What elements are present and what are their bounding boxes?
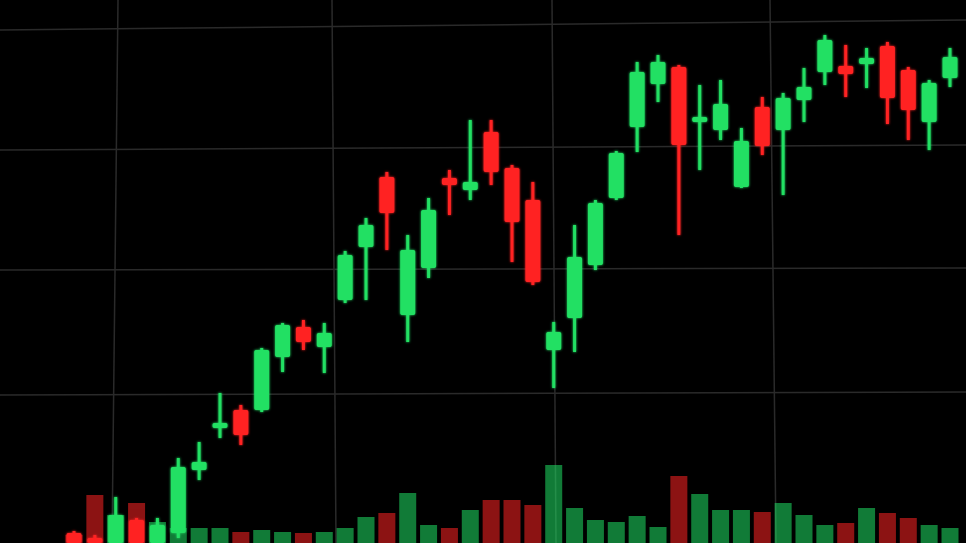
candle-body [608, 153, 624, 198]
candle-body [567, 257, 583, 318]
candle-body [149, 525, 165, 543]
candle-body [921, 83, 937, 122]
candle-body [733, 141, 749, 187]
volume-bar [315, 532, 333, 543]
candle-body [942, 57, 958, 78]
volume-bar [294, 533, 312, 543]
candle-body [400, 250, 416, 315]
volume-bar [190, 528, 208, 543]
volume-bar [795, 515, 813, 543]
candle-body [191, 462, 207, 470]
volume-bar [378, 513, 396, 543]
candle-body [87, 538, 103, 543]
candle-body [504, 168, 520, 222]
candle-body [379, 177, 395, 213]
candle-body [754, 107, 770, 146]
candle-body [212, 423, 228, 428]
candle-body [546, 332, 562, 350]
candle-body [441, 178, 457, 185]
volume-bar [858, 508, 876, 543]
volume-bar [545, 465, 563, 543]
volume-bar [399, 493, 417, 543]
volume-bar [232, 532, 250, 543]
volume-bar [691, 494, 709, 543]
grid-line [551, 0, 557, 543]
candle-body [900, 70, 916, 110]
candle-body [254, 350, 270, 410]
candle-body [587, 203, 603, 265]
candle-body [462, 182, 478, 190]
grid-line [111, 0, 119, 543]
candle-body [796, 87, 812, 100]
volume-bar [816, 525, 834, 543]
volume-bar [253, 530, 271, 543]
candle-body [421, 210, 437, 268]
volume-bar [732, 510, 750, 543]
candle-body [129, 520, 145, 543]
volume-bar [586, 520, 604, 543]
volume-bar [837, 523, 855, 543]
volume-bar [607, 522, 625, 543]
candle-body [358, 225, 374, 247]
volume-bar [566, 508, 584, 543]
volume-bar [86, 495, 104, 543]
candle-body [316, 333, 332, 347]
volume-bar [482, 500, 500, 543]
grid-line [331, 0, 337, 543]
volume-bar [753, 512, 771, 543]
grid-line [0, 144, 966, 151]
candle-body [879, 46, 895, 98]
volume-bar [357, 517, 375, 543]
candle-body [859, 58, 875, 64]
volume-bar [878, 513, 896, 543]
volume-bar [899, 518, 917, 543]
candle-body [692, 117, 708, 122]
candle-body [650, 62, 666, 84]
candle-body [775, 98, 791, 130]
volume-bar [649, 527, 667, 543]
candle-body [108, 515, 124, 543]
candle-body [275, 325, 291, 357]
grid-line [0, 267, 966, 271]
volume-bar [774, 503, 792, 543]
candle-body [170, 467, 186, 533]
candles [66, 35, 958, 543]
volume-bar [461, 510, 479, 543]
candle-body [525, 200, 541, 282]
grid-line [0, 391, 966, 396]
candle-body [295, 327, 311, 342]
candle-body [483, 132, 499, 172]
candle-body [838, 66, 854, 74]
candle-body [671, 67, 687, 145]
volume-bar [211, 528, 229, 543]
volume-bar [628, 516, 646, 543]
grid-line [0, 19, 966, 31]
volume-bar [941, 528, 959, 543]
volume-bar [420, 525, 438, 543]
volume-bar [274, 532, 292, 543]
volume-bar [524, 505, 542, 543]
candle-body [629, 72, 645, 127]
volume-bar [920, 525, 938, 543]
volume-bar [503, 500, 521, 543]
candle-body [713, 104, 729, 130]
volume-bar [440, 528, 458, 543]
volume-bar [712, 510, 730, 543]
grid-line [769, 0, 777, 543]
volume-bar [670, 476, 688, 543]
candle-body [66, 533, 82, 543]
candle-body [233, 410, 249, 435]
volume-bar [336, 528, 354, 543]
candle-body [337, 255, 353, 300]
candle-body [817, 40, 833, 72]
